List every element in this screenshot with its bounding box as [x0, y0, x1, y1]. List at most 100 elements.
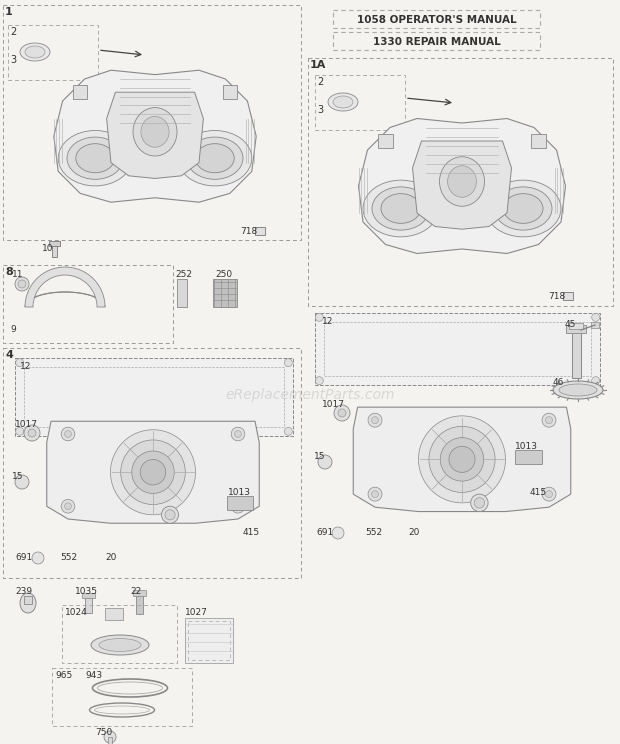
- Ellipse shape: [141, 116, 169, 147]
- Text: 45: 45: [565, 320, 577, 329]
- Bar: [515, 450, 542, 464]
- Bar: [8, 25, 98, 80]
- Text: 12: 12: [20, 362, 32, 371]
- Bar: [324, 321, 591, 376]
- Text: 965: 965: [55, 671, 73, 680]
- Text: 22: 22: [130, 587, 141, 596]
- Ellipse shape: [91, 635, 149, 655]
- Circle shape: [474, 498, 485, 508]
- Polygon shape: [107, 92, 203, 179]
- Text: 552: 552: [365, 528, 382, 537]
- Bar: [108, 737, 112, 744]
- Text: 415: 415: [530, 488, 547, 497]
- Text: 691: 691: [316, 528, 334, 537]
- Circle shape: [429, 426, 495, 493]
- Bar: [378, 134, 392, 148]
- Circle shape: [15, 277, 29, 291]
- Bar: [569, 323, 583, 329]
- Polygon shape: [46, 421, 259, 523]
- Circle shape: [371, 417, 378, 423]
- Text: 718: 718: [548, 292, 565, 301]
- Text: 691: 691: [15, 553, 32, 562]
- Circle shape: [231, 499, 245, 513]
- Ellipse shape: [187, 137, 243, 179]
- Ellipse shape: [485, 180, 561, 237]
- Circle shape: [16, 427, 24, 435]
- Text: 3: 3: [317, 105, 323, 115]
- Circle shape: [16, 359, 24, 367]
- Circle shape: [161, 506, 179, 523]
- Polygon shape: [54, 70, 256, 202]
- Text: 1: 1: [5, 7, 13, 17]
- Circle shape: [591, 313, 600, 321]
- Circle shape: [591, 376, 600, 385]
- Bar: [572, 328, 581, 378]
- Circle shape: [316, 376, 323, 385]
- Ellipse shape: [76, 144, 115, 173]
- Circle shape: [332, 527, 344, 539]
- Ellipse shape: [58, 130, 132, 186]
- Bar: [133, 590, 146, 596]
- Ellipse shape: [20, 43, 50, 61]
- Bar: [82, 593, 95, 598]
- Bar: [3, 265, 173, 343]
- Bar: [223, 85, 237, 99]
- Bar: [255, 227, 265, 235]
- Circle shape: [64, 431, 71, 437]
- Text: 1017: 1017: [322, 400, 345, 409]
- Bar: [105, 608, 123, 620]
- Circle shape: [165, 510, 175, 520]
- Circle shape: [368, 487, 382, 501]
- Circle shape: [121, 440, 185, 504]
- Circle shape: [316, 313, 323, 321]
- Bar: [333, 32, 540, 50]
- Wedge shape: [25, 267, 105, 307]
- Ellipse shape: [328, 93, 358, 111]
- Text: eReplacementParts.com: eReplacementParts.com: [225, 388, 395, 402]
- Ellipse shape: [99, 638, 141, 652]
- Text: 1027: 1027: [185, 608, 208, 617]
- Text: 12: 12: [322, 317, 334, 326]
- Circle shape: [110, 430, 195, 515]
- Text: 1024: 1024: [65, 608, 88, 617]
- Bar: [185, 618, 233, 663]
- Text: 239: 239: [15, 587, 32, 596]
- Text: 552: 552: [60, 553, 77, 562]
- Text: 1058 OPERATOR'S MANUAL: 1058 OPERATOR'S MANUAL: [356, 15, 516, 25]
- Bar: [213, 279, 237, 307]
- Circle shape: [32, 552, 44, 564]
- Circle shape: [285, 359, 292, 367]
- Bar: [3, 348, 301, 578]
- Ellipse shape: [363, 180, 438, 237]
- Text: 252: 252: [175, 270, 192, 279]
- Bar: [227, 496, 253, 510]
- Circle shape: [449, 446, 475, 472]
- Text: 1A: 1A: [310, 60, 326, 70]
- Bar: [566, 325, 586, 333]
- Circle shape: [418, 416, 505, 503]
- Circle shape: [542, 487, 556, 501]
- Circle shape: [64, 503, 71, 510]
- Circle shape: [234, 431, 241, 437]
- Bar: [15, 358, 293, 436]
- Text: 15: 15: [12, 472, 24, 481]
- Bar: [563, 292, 573, 300]
- Bar: [315, 75, 405, 130]
- Circle shape: [285, 427, 292, 435]
- Circle shape: [234, 503, 241, 510]
- Text: 10: 10: [42, 244, 53, 253]
- Ellipse shape: [448, 166, 476, 197]
- Ellipse shape: [559, 384, 597, 396]
- Bar: [49, 241, 60, 246]
- Ellipse shape: [25, 46, 45, 58]
- Polygon shape: [412, 141, 511, 229]
- Ellipse shape: [20, 593, 36, 613]
- Text: 3: 3: [10, 55, 16, 65]
- Circle shape: [338, 409, 346, 417]
- Bar: [85, 595, 92, 613]
- Circle shape: [61, 499, 75, 513]
- Ellipse shape: [195, 144, 234, 173]
- Circle shape: [546, 417, 552, 423]
- Circle shape: [334, 405, 350, 421]
- Text: 1035: 1035: [75, 587, 98, 596]
